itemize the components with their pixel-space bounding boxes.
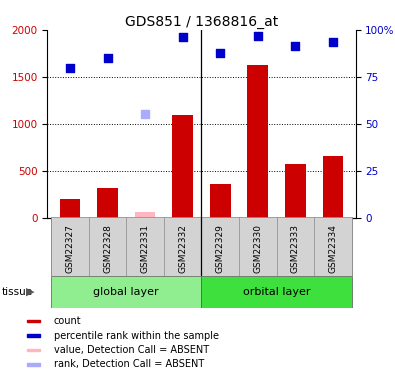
- Bar: [323, 156, 343, 218]
- Bar: [27, 363, 40, 366]
- Point: [104, 55, 111, 61]
- Point: [142, 111, 148, 117]
- Bar: [51, 276, 201, 308]
- Bar: [27, 349, 40, 351]
- Text: GSM22333: GSM22333: [291, 224, 300, 273]
- Text: GSM22332: GSM22332: [178, 224, 187, 273]
- Bar: [248, 64, 268, 218]
- Bar: [201, 276, 352, 308]
- Text: global layer: global layer: [94, 286, 159, 297]
- Text: tissue: tissue: [2, 286, 33, 297]
- Text: percentile rank within the sample: percentile rank within the sample: [54, 331, 218, 340]
- Text: value, Detection Call = ABSENT: value, Detection Call = ABSENT: [54, 345, 209, 355]
- Point: [67, 64, 73, 70]
- Point: [179, 34, 186, 40]
- Text: ▶: ▶: [26, 286, 34, 297]
- Bar: [135, 212, 155, 217]
- Point: [255, 33, 261, 39]
- Bar: [285, 164, 306, 218]
- Text: GSM22329: GSM22329: [216, 224, 225, 273]
- Bar: [27, 334, 40, 337]
- Text: GSM22331: GSM22331: [141, 224, 150, 273]
- Text: GSM22330: GSM22330: [253, 224, 262, 273]
- Text: rank, Detection Call = ABSENT: rank, Detection Call = ABSENT: [54, 360, 204, 369]
- Bar: [27, 320, 40, 322]
- Bar: [60, 199, 80, 217]
- Bar: [97, 188, 118, 218]
- Text: orbital layer: orbital layer: [243, 286, 310, 297]
- Point: [217, 50, 224, 55]
- Title: GDS851 / 1368816_at: GDS851 / 1368816_at: [125, 15, 278, 29]
- Text: GSM22327: GSM22327: [66, 224, 74, 273]
- Point: [292, 43, 299, 49]
- Text: GSM22334: GSM22334: [329, 224, 337, 273]
- Text: GSM22328: GSM22328: [103, 224, 112, 273]
- Point: [330, 39, 336, 45]
- Bar: [210, 184, 231, 218]
- Bar: [172, 116, 193, 218]
- Text: count: count: [54, 316, 81, 326]
